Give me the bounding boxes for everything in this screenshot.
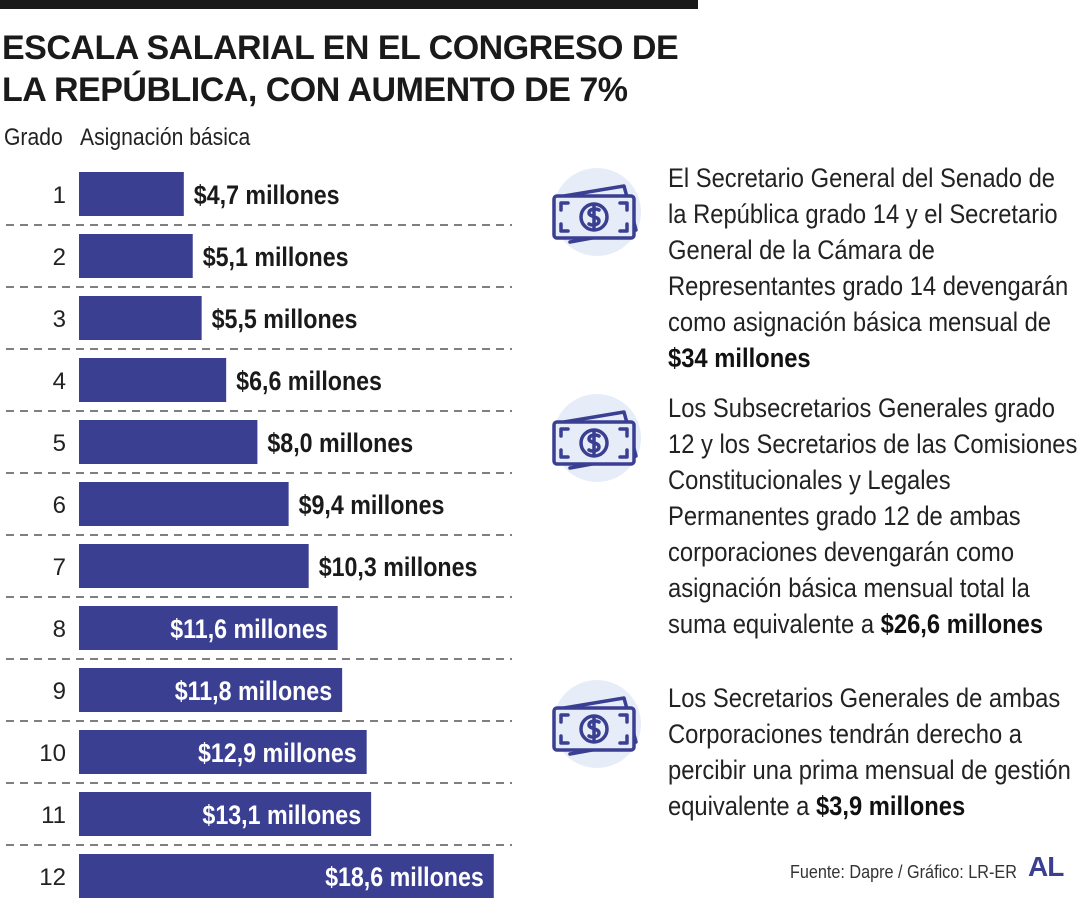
bar-value-label: $13,1 millones	[202, 800, 361, 830]
note-text: El Secretario General del Senado de la R…	[668, 163, 1069, 373]
bar-value-label: $8,0 millones	[267, 428, 413, 458]
salary-bar	[79, 668, 343, 712]
grade-label: 5	[53, 430, 66, 457]
value-column-header: Asignación básica	[80, 124, 251, 151]
salary-bar	[79, 234, 193, 278]
grade-label: 6	[53, 492, 66, 519]
money-bill-icon	[552, 680, 641, 768]
salary-bar	[79, 420, 258, 464]
bar-value-label: $4,7 millones	[194, 180, 340, 210]
bar-value-label: $18,6 millones	[325, 862, 484, 892]
note-amount: $34 millones	[668, 343, 811, 373]
grade-label: 9	[53, 678, 66, 705]
salary-bar	[79, 172, 184, 216]
bar-value-label: $5,1 millones	[203, 242, 349, 272]
bar-value-label: $10,3 millones	[319, 552, 478, 582]
grade-label: 3	[53, 306, 66, 333]
bar-value-label: $12,9 millones	[198, 738, 357, 768]
bar-value-label: $5,5 millones	[212, 304, 358, 334]
note-amount: $3,9 millones	[815, 791, 966, 821]
salary-bar	[79, 358, 227, 402]
salary-bar	[79, 730, 367, 774]
grade-label: 11	[41, 802, 66, 829]
grade-label: 8	[53, 616, 66, 643]
salary-bar	[79, 296, 202, 340]
grade-label: 10	[39, 740, 66, 767]
salary-bar	[79, 606, 338, 650]
salary-bar	[79, 544, 309, 588]
bar-value-label: $11,6 millones	[170, 614, 327, 644]
bar-value-label: $9,4 millones	[299, 490, 445, 520]
publisher-logo: AL	[1028, 851, 1064, 882]
top-rule	[0, 0, 698, 9]
salary-bar	[79, 482, 289, 526]
grade-column-header: Grado	[4, 124, 63, 151]
note-text: Los Secretarios Generales de ambas Corpo…	[668, 683, 1071, 821]
note-text: Los Subsecretarios Generales grado 12 y …	[668, 393, 1078, 639]
grade-label: 1	[53, 182, 66, 209]
salary-bar-chart: 1 $4,7 millones 2 $5,1 millones 3 $5,5 millon…	[6, 172, 512, 898]
note-amount: $26,6 millones	[880, 609, 1044, 639]
chart-title: ESCALA SALARIAL EN EL CONGRESO DE LA REP…	[2, 29, 679, 109]
grade-label: 2	[53, 244, 66, 271]
salary-bar	[79, 792, 372, 836]
money-bill-icon	[552, 168, 641, 256]
source-credit: Fuente: Dapre / Gráfico: LR-ER	[790, 862, 1017, 882]
bar-value-label: $11,8 millones	[175, 676, 332, 706]
grade-label: 12	[39, 864, 66, 891]
grade-label: 4	[53, 368, 66, 395]
bar-value-label: $6,6 millones	[236, 366, 382, 396]
salary-bar	[79, 854, 494, 898]
money-bill-icon	[552, 394, 641, 482]
grade-label: 7	[53, 554, 66, 581]
